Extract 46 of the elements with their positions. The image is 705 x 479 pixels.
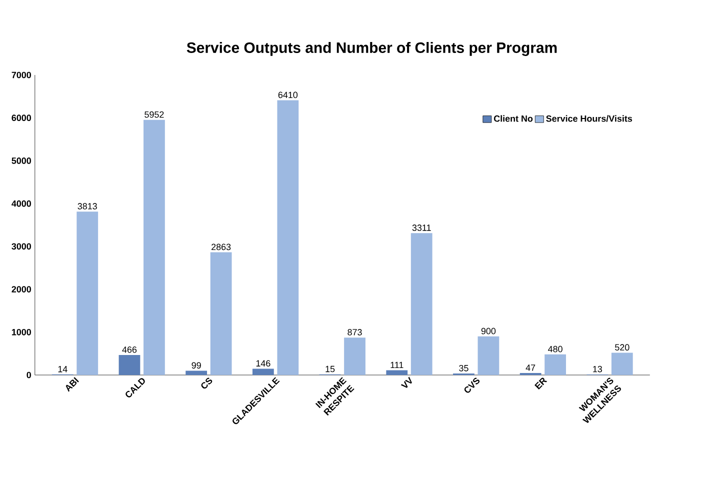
- bar: [144, 120, 165, 375]
- y-tick-label: 1000: [12, 328, 32, 336]
- y-tick-label: 5000: [12, 158, 32, 164]
- data-label: 146: [256, 360, 270, 367]
- bar: [544, 354, 566, 375]
- bar: [76, 212, 98, 375]
- bar: [344, 338, 366, 375]
- legend-label: Service Hours/Visits: [546, 115, 632, 122]
- x-tick-label: ABI: [66, 377, 79, 392]
- data-label: 3311: [412, 224, 431, 231]
- y-tick-label: 3000: [12, 243, 32, 250]
- bar: [252, 368, 274, 375]
- y-tick-label: 4000: [12, 200, 32, 207]
- data-label: 466: [122, 346, 137, 353]
- data-label: 900: [481, 328, 496, 334]
- data-label: 873: [348, 329, 362, 336]
- data-label: 15: [326, 366, 335, 372]
- data-label: 111: [390, 362, 404, 368]
- bar: [410, 233, 432, 375]
- y-tick-label: 0: [26, 372, 32, 378]
- data-label: 35: [459, 364, 468, 372]
- data-label: 47: [526, 364, 536, 371]
- bar: [186, 370, 208, 375]
- bar: [386, 370, 408, 375]
- data-label: 14: [58, 366, 68, 372]
- x-tick-label: CS: [201, 378, 212, 389]
- x-tick-label: ER: [534, 378, 548, 390]
- data-label: 99: [192, 362, 201, 369]
- bar: [611, 352, 633, 375]
- y-tick-label: 6000: [12, 114, 32, 122]
- bar: [277, 100, 299, 375]
- data-label: 520: [615, 344, 630, 351]
- y-tick-label: 2000: [12, 286, 32, 292]
- legend-label: Client No: [494, 115, 533, 122]
- data-label: 480: [548, 346, 562, 352]
- x-tick-label: VV: [400, 376, 412, 388]
- chart-title: Service Outputs and Number of Clients per Program: [186, 42, 557, 56]
- data-label: 5952: [144, 111, 164, 118]
- data-label: 2863: [212, 244, 231, 250]
- bar: [478, 336, 500, 375]
- bar: [210, 252, 232, 375]
- bar: [118, 355, 140, 375]
- data-label: 13: [593, 366, 602, 372]
- data-label: 6410: [278, 92, 298, 98]
- y-tick-label: 7000: [12, 72, 32, 78]
- data-label: 3813: [78, 203, 97, 210]
